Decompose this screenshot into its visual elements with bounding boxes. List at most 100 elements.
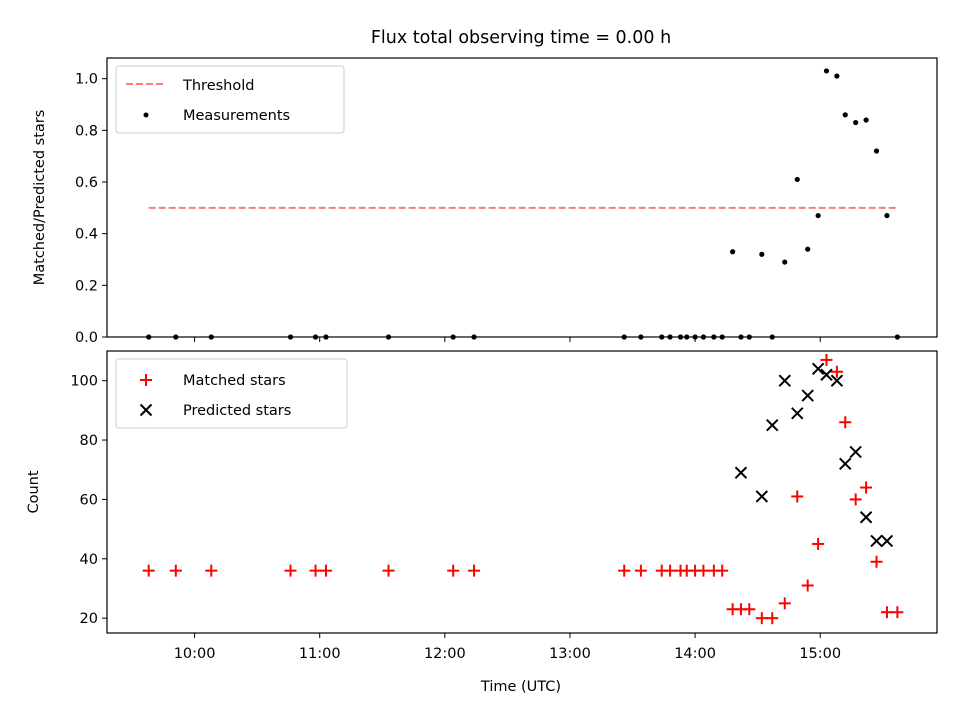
ratio-ytick-label: 0.2 <box>75 278 98 294</box>
count-ytick-label: 40 <box>80 552 98 568</box>
measurement-point <box>842 112 848 118</box>
matched-point <box>634 564 647 577</box>
count-y-ticks: 20 40 60 80 100 <box>70 374 107 627</box>
count-legend: Matched stars Predicted stars <box>115 358 348 429</box>
ratio-ytick-label: 0.4 <box>75 227 98 243</box>
legend-measurements-swatch <box>143 112 149 118</box>
count-xtick-label: 14:00 <box>674 646 716 662</box>
predicted-point <box>859 511 873 524</box>
matched-point <box>860 481 873 494</box>
measurement-point <box>638 334 644 340</box>
matched-point <box>891 606 904 619</box>
measurement-point <box>853 119 859 126</box>
predicted-point <box>820 368 833 381</box>
measurement-point <box>894 334 900 340</box>
legend-measurements-label: Measurements <box>183 108 290 124</box>
ratio-x-ticks <box>194 337 821 342</box>
matched-point <box>880 606 893 619</box>
measurements-series <box>146 68 900 340</box>
count-ytick-label: 20 <box>80 611 98 627</box>
matched-point <box>142 564 155 577</box>
measurement-point <box>323 334 329 340</box>
measurement-point <box>287 334 294 340</box>
measurement-point <box>746 334 752 340</box>
matched-point <box>870 555 883 568</box>
matched-point <box>309 564 322 577</box>
measurement-point <box>659 334 665 340</box>
matched-point <box>778 597 791 610</box>
predicted-point <box>766 419 779 432</box>
measurement-point <box>677 334 684 340</box>
predicted-point <box>811 362 825 376</box>
measurement-point <box>738 334 744 340</box>
predicted-point <box>778 374 791 387</box>
matched-point <box>697 564 710 577</box>
matched-point <box>743 603 756 616</box>
measurement-point <box>782 259 788 265</box>
measurement-point <box>759 251 765 257</box>
count-ytick-label: 60 <box>80 492 98 508</box>
ratio-panel: Matched/Predicted stars 0.0 0.2 0.4 0.6 0.8 1… <box>32 57 938 346</box>
matched-point <box>382 564 395 577</box>
measurement-point <box>711 334 717 340</box>
matched-point <box>169 564 182 577</box>
measurement-point <box>823 68 830 74</box>
matched-point <box>319 564 332 577</box>
matched-point <box>839 416 852 429</box>
measurement-point <box>834 73 840 79</box>
matched-point <box>849 493 862 506</box>
legend-predicted-label: Predicted stars <box>183 403 291 419</box>
measurement-point <box>769 334 775 340</box>
ratio-ytick-label: 0.8 <box>75 123 98 139</box>
predicted-point <box>880 534 894 548</box>
ratio-ytick-label: 0.0 <box>75 330 98 346</box>
matched-point <box>205 564 218 577</box>
count-xtick-label: 13:00 <box>549 646 591 662</box>
measurement-point <box>208 334 214 340</box>
measurement-point <box>684 334 690 340</box>
count-xtick-label: 11:00 <box>299 646 341 662</box>
legend-threshold-label: Threshold <box>182 78 254 94</box>
ratio-y-ticks: 0.0 0.2 0.4 0.6 0.8 1.0 <box>75 72 107 346</box>
count-xtick-label: 15:00 <box>799 646 841 662</box>
measurement-point <box>863 117 869 123</box>
legend-matched-swatch <box>140 374 152 386</box>
legend-matched-label: Matched stars <box>183 373 286 389</box>
ratio-ytick-label: 1.0 <box>75 72 98 88</box>
count-legend-box <box>115 358 348 429</box>
measurement-point <box>805 246 811 252</box>
matched-point <box>468 564 481 577</box>
matched-point <box>447 564 460 577</box>
ratio-legend-box <box>115 65 345 134</box>
matched-point <box>812 537 825 550</box>
count-xlabel: Time (UTC) <box>480 679 561 695</box>
ratio-legend: Threshold Measurements <box>115 65 345 134</box>
predicted-stars-series <box>734 362 894 548</box>
predicted-point <box>870 534 883 548</box>
ratio-ylabel: Matched/Predicted stars <box>32 110 48 286</box>
matched-point <box>618 564 631 577</box>
predicted-point <box>849 445 862 459</box>
predicted-point <box>755 490 769 503</box>
measurement-point <box>621 334 627 340</box>
predicted-point <box>734 466 748 479</box>
predicted-point <box>830 374 844 387</box>
measurement-point <box>312 334 319 340</box>
matched-point <box>664 564 677 577</box>
count-xtick-label: 12:00 <box>424 646 466 662</box>
measurement-point <box>730 249 736 255</box>
matched-point <box>830 365 843 378</box>
count-xtick-label: 10:00 <box>174 646 216 662</box>
matched-point <box>820 353 833 366</box>
legend-predicted-swatch <box>139 403 153 417</box>
measurement-point <box>815 212 821 219</box>
measurement-point <box>667 334 673 340</box>
matched-stars-series <box>142 353 904 625</box>
measurement-point <box>146 334 152 340</box>
measurement-point <box>471 334 477 340</box>
matched-point <box>766 612 779 625</box>
matched-point <box>755 612 768 625</box>
count-ytick-label: 100 <box>70 374 98 390</box>
